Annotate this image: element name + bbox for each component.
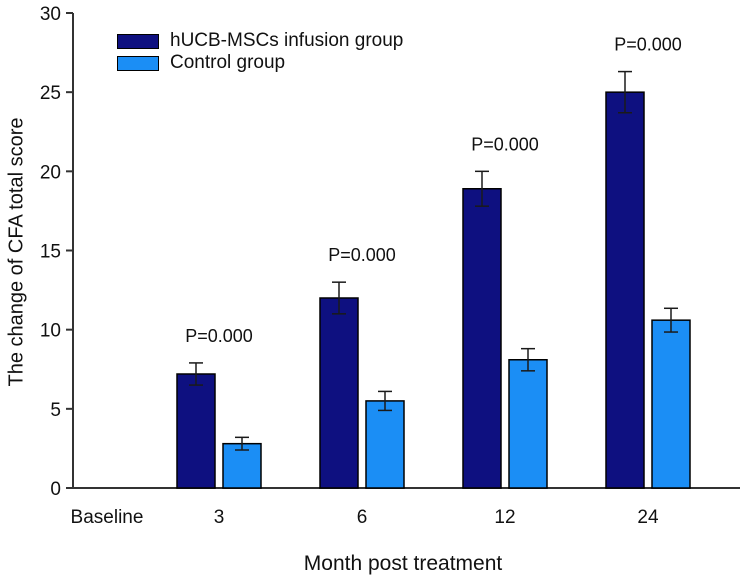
y-axis-title: The change of CFA total score	[5, 117, 28, 387]
p-value-annotation-month-6: P=0.000	[328, 245, 396, 265]
chart-legend: hUCB-MSCs infusion group Control group	[117, 30, 403, 74]
legend-label-infusion-group: hUCB-MSCs infusion group	[170, 30, 404, 51]
p-value-annotation-month-12: P=0.000	[471, 134, 539, 154]
y-tick-label: 5	[50, 400, 61, 421]
bar-control-month-12	[508, 359, 548, 489]
y-tick-label: 25	[40, 83, 61, 104]
bar-control-month-6	[365, 400, 405, 489]
legend-swatch-infusion-group	[117, 33, 159, 49]
y-tick-label: 30	[40, 4, 61, 25]
bar-infusion-month-12	[462, 188, 502, 489]
legend-label-control-group: Control group	[170, 52, 286, 73]
bar-infusion-month-6	[319, 297, 359, 489]
x-tick-label-3: 3	[214, 507, 225, 528]
p-value-annotation-month-3: P=0.000	[185, 326, 253, 346]
bar-control-month-24	[651, 319, 691, 489]
x-axis-title: Month post treatment	[303, 552, 503, 575]
y-tick-label: 10	[40, 321, 61, 342]
y-tick-label: 20	[40, 162, 61, 183]
bar-control-month-3	[222, 442, 262, 489]
legend-swatch-control-group	[117, 55, 159, 71]
bar-infusion-month-3	[176, 373, 216, 489]
x-tick-label-12: 12	[494, 507, 515, 528]
p-value-annotation-month-24: P=0.000	[614, 35, 682, 55]
x-tick-label-Baseline: Baseline	[71, 507, 144, 528]
x-tick-label-6: 6	[357, 507, 368, 528]
y-tick-label: 0	[50, 479, 61, 500]
y-tick-label: 15	[40, 242, 61, 263]
x-tick-label-24: 24	[637, 507, 659, 528]
bar-infusion-month-24	[605, 91, 645, 489]
legend-item-control-group: Control group	[117, 52, 403, 74]
legend-item-infusion-group: hUCB-MSCs infusion group	[117, 30, 403, 52]
